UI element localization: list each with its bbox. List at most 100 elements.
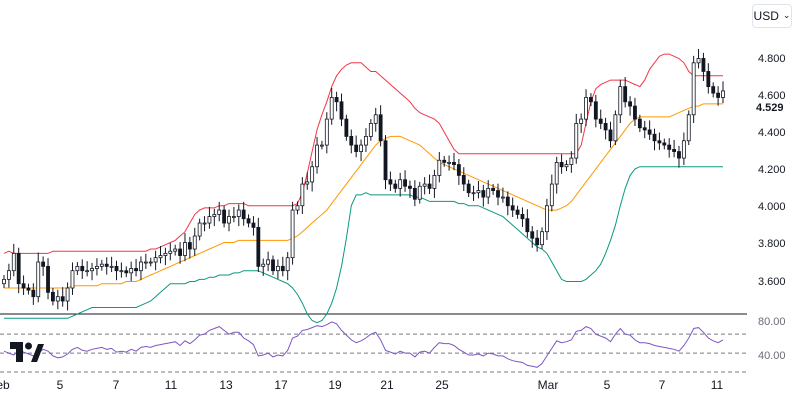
candle [344,114,349,141]
candle-body-up [192,235,197,250]
candle [2,275,6,289]
candle [212,208,217,227]
candle-body-up [329,97,334,120]
candle [701,52,706,81]
candle [119,262,124,278]
candle-body-down [598,118,603,124]
candle [574,113,579,164]
candle-body-down [505,196,510,207]
candle-body-down [412,187,417,200]
candle [432,169,437,198]
candle-body-down [31,289,36,298]
candle [178,242,182,264]
candle-body-up [696,58,701,64]
candle [129,261,134,282]
candle [545,198,549,240]
candle [251,216,256,236]
candle [716,86,721,106]
candle-body-down [251,222,256,228]
candle [500,187,505,203]
candle-body-up [109,265,114,268]
tradingview-logo [10,342,44,362]
candle [398,172,403,197]
candle-body-down [530,231,535,239]
candle [662,138,667,150]
currency-select[interactable]: USD ⌄ [752,4,792,28]
candle-body-up [554,162,559,185]
candle [334,91,339,112]
candle [153,250,158,271]
candle-body-down [677,151,681,159]
candle-body-down [442,159,447,163]
candle [569,151,574,173]
candle [271,255,275,276]
candle-body-down [80,265,85,272]
candle-body-up [266,259,271,265]
candle-body-up [290,209,295,259]
candle [456,158,461,185]
candle-body-down [559,162,564,168]
candle-body-up [574,123,579,159]
candle-body-up [202,222,207,225]
candle-body-down [510,205,515,211]
candle [222,205,227,228]
candle-body-up [686,114,691,142]
candle-body-up [579,118,584,124]
time-axis-label: 7 [658,378,666,392]
candle-body-up [217,209,222,215]
candle-body-up [119,270,124,273]
candle-body-up [227,216,231,224]
candle-body-up [197,222,202,237]
candle [677,145,681,168]
candle [95,258,99,276]
candle [657,132,662,150]
candle-body-down [280,265,285,272]
candle [491,184,496,195]
candle [681,132,686,166]
candle [647,120,652,140]
candle [461,167,466,191]
candle-body-down [403,179,407,187]
candle [613,110,618,146]
candle-body-up [618,86,623,116]
candle-body-up [486,187,491,198]
candle-body-up [158,255,163,259]
time-axis-label: 17 [274,378,288,392]
candle-body-up [261,263,266,267]
candle-body-up [6,270,11,280]
candle-body-down [383,140,388,181]
candle [315,136,319,174]
candle [124,266,129,278]
candle [579,113,584,133]
candle [55,289,60,310]
candle [6,263,11,288]
candle [65,282,70,311]
candle [672,139,677,158]
candle-body-up [447,162,452,164]
candle-body-down [520,213,525,220]
candle [642,120,647,139]
candle-body-up [359,144,363,152]
candle-body-up [153,257,158,263]
time-axis-label: 21 [380,378,394,392]
candle [637,114,642,133]
chevron-down-icon: ⌄ [782,9,791,20]
candle [589,93,593,107]
candle [466,179,471,198]
candle-body-down [496,190,500,198]
candle-body-down [114,265,119,272]
candle-body-up [584,97,588,120]
candle-body-up [364,136,368,146]
candle [329,87,334,125]
candle-body-down [701,58,706,72]
candle-body-down [452,162,456,165]
candle-body-up [231,216,236,218]
candle [349,129,354,154]
candle [623,77,628,108]
candle-body-down [623,86,628,103]
candle-body-down [222,209,227,224]
candle-body-up [173,248,178,252]
rsi-scale-label: 80.00 [758,316,786,328]
candle-body-up [300,183,305,207]
